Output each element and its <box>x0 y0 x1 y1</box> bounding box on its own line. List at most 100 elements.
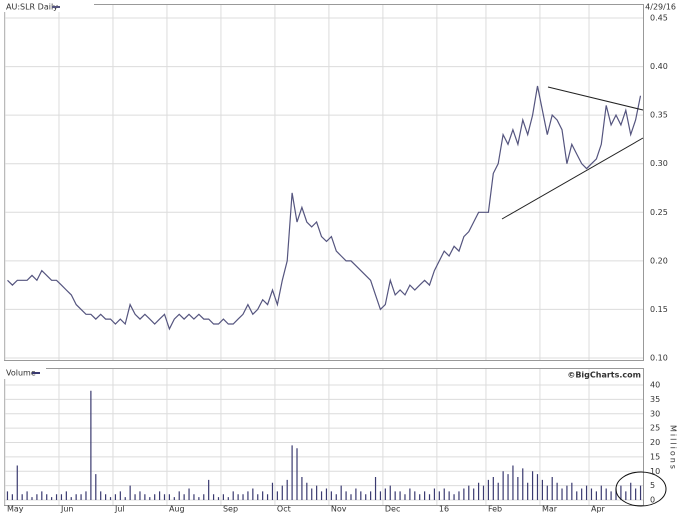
price-line <box>7 85 642 331</box>
volume-bar <box>286 479 288 500</box>
volume-bar <box>36 494 38 500</box>
volume-bar <box>340 485 342 500</box>
volume-bar <box>60 494 63 500</box>
volume-bar <box>477 482 480 500</box>
volume-bar <box>100 491 102 500</box>
x-tick-label: Jun <box>60 505 74 514</box>
volume-bar <box>291 445 293 500</box>
y-tick-label: 0.10 <box>650 354 668 363</box>
volume-bar <box>114 494 117 500</box>
volume-bar <box>266 494 269 500</box>
volume-bar <box>345 491 347 500</box>
volume-bar <box>311 488 313 500</box>
volume-bar <box>595 491 597 500</box>
volume-bar <box>335 494 337 500</box>
volume-bar <box>379 491 382 500</box>
volume-bar <box>536 474 539 500</box>
volume-bar <box>365 494 367 500</box>
volume-bar <box>473 488 475 500</box>
volume-bar <box>306 482 308 500</box>
volume-bar <box>384 488 386 500</box>
volume-bar <box>639 485 642 500</box>
trend-line <box>547 86 644 111</box>
volume-panel <box>4 368 644 506</box>
y-tick-label: 35 <box>650 395 660 404</box>
volume-bar <box>419 494 421 500</box>
volume-bar <box>262 491 264 500</box>
volume-bar <box>31 497 33 500</box>
volume-bar <box>51 497 53 500</box>
volume-bar <box>163 494 166 500</box>
volume-bar <box>325 488 328 500</box>
volume-bar <box>355 488 357 500</box>
x-tick-label: Sep <box>223 505 238 514</box>
volume-bar <box>134 494 136 500</box>
volume-bar <box>502 471 504 500</box>
volume-bar <box>600 485 602 500</box>
highlight-circle <box>615 471 667 507</box>
y-tick-label: 0.30 <box>650 159 668 168</box>
y-tick-label: 10 <box>650 467 660 476</box>
volume-bar <box>590 488 593 500</box>
volume-bar <box>178 491 180 500</box>
volume-bar <box>512 465 514 500</box>
volume-bar <box>541 479 543 500</box>
volume-bar <box>527 482 529 500</box>
y-tick-label: 0.45 <box>650 14 668 23</box>
volume-bar <box>438 491 440 500</box>
volume-bar <box>330 491 332 500</box>
volume-bar <box>247 491 249 500</box>
volume-bar <box>507 474 509 500</box>
volume-bar <box>497 482 499 500</box>
x-tick-label: Nov <box>331 505 347 514</box>
volume-bar <box>389 485 391 500</box>
volume-bar <box>252 488 254 500</box>
chart-title: AU:SLR Daily <box>6 3 58 12</box>
volume-bar <box>517 477 519 500</box>
volume-bar <box>576 491 578 500</box>
x-tick-label: May <box>7 505 24 514</box>
volume-bar <box>203 494 205 500</box>
volume-bar <box>546 485 548 500</box>
volume-bar <box>605 488 607 500</box>
volume-bar <box>370 491 372 500</box>
x-tick-label: 16 <box>439 505 449 514</box>
volume-bar <box>620 485 622 500</box>
volume-bar <box>173 497 175 500</box>
volume-bar <box>487 479 490 500</box>
volume-bar <box>90 390 92 500</box>
volume-bar <box>551 477 553 500</box>
volume-bar <box>168 494 171 500</box>
volume-bar <box>433 488 436 500</box>
volume-bar <box>566 485 568 500</box>
volume-bar <box>281 485 283 500</box>
trend-line <box>501 137 644 220</box>
volume-bar <box>414 491 416 500</box>
source-label: ©BigCharts.com <box>567 371 641 380</box>
volume-bar <box>301 477 303 500</box>
y-tick-label: 0 <box>650 496 655 505</box>
volume-bar <box>635 488 637 500</box>
volume-bar <box>129 485 131 500</box>
volume-bar <box>41 491 43 500</box>
volume-bar <box>374 477 377 500</box>
volume-bar <box>630 482 632 500</box>
volume-bar <box>571 482 573 500</box>
volume-bar <box>139 491 141 500</box>
y-tick-label: 30 <box>650 409 660 418</box>
volume-bar <box>522 468 524 500</box>
volume-bar <box>320 491 323 500</box>
y-tick-label: 0.40 <box>650 62 668 71</box>
volume-bar <box>232 491 234 500</box>
volume-bar <box>448 491 450 500</box>
volume-bar <box>271 482 274 500</box>
volume-bar <box>144 494 146 500</box>
volume-bar <box>75 494 77 500</box>
title-bg <box>4 367 46 379</box>
volume-bar <box>16 465 18 500</box>
volume-bar <box>208 479 210 500</box>
y-tick-label: 0.15 <box>650 305 668 314</box>
x-tick-label: Dec <box>385 505 400 514</box>
x-tick-label: Apr <box>591 505 606 514</box>
volume-bar <box>193 494 195 500</box>
